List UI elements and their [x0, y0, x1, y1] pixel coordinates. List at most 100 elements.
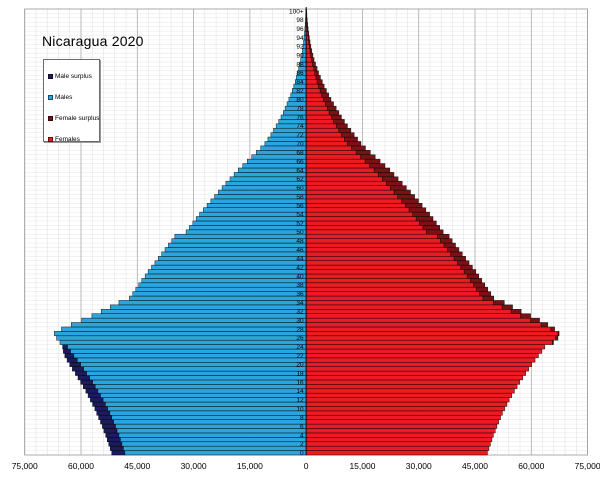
male-bar	[206, 203, 307, 208]
x-tick-label: 15,000	[237, 461, 263, 471]
age-tick-label: 40	[296, 273, 304, 280]
female-surplus-bar	[493, 300, 505, 306]
x-tick-label: 75,000	[12, 461, 38, 471]
x-tick-label: 75,000	[575, 461, 600, 471]
age-tick-label: 88	[296, 61, 304, 68]
female-bar	[305, 322, 542, 328]
female-surplus-bar	[314, 70, 319, 76]
female-bar	[305, 198, 402, 204]
female-bar	[305, 278, 471, 284]
female-surplus-bar	[313, 66, 318, 72]
male-bar	[116, 428, 307, 434]
legend-label: Female surplus	[55, 115, 100, 122]
female-bar	[305, 273, 468, 279]
x-tick-label: 0	[304, 461, 309, 471]
female-surplus-bar	[412, 211, 430, 217]
female-bar	[305, 357, 536, 363]
female-surplus-bar	[397, 194, 415, 200]
age-tick-label: 30	[296, 318, 304, 325]
male-surplus-bar	[75, 370, 87, 376]
female-surplus-bar	[393, 189, 411, 195]
female-surplus-bar	[377, 172, 395, 178]
female-bar	[305, 127, 340, 133]
male-bar	[70, 348, 307, 354]
female-bar	[305, 167, 375, 173]
age-tick-label: 14	[296, 388, 304, 395]
female-surplus-bar	[328, 110, 340, 116]
female-bar	[305, 256, 455, 261]
female-surplus-bar	[510, 309, 522, 314]
male-surplus-bar	[87, 392, 101, 398]
female-bar	[305, 397, 510, 403]
female-bar	[305, 441, 491, 447]
female-surplus-bar	[331, 114, 342, 120]
male-bar	[73, 353, 307, 359]
female-surplus-bar	[404, 203, 423, 208]
male-bar	[192, 220, 307, 226]
male-bar	[56, 335, 307, 341]
female-surplus-bar	[309, 48, 313, 54]
male-surplus-bar	[105, 432, 120, 438]
male-bar	[109, 410, 307, 416]
female-bar	[305, 286, 477, 292]
female-bar	[305, 388, 515, 394]
female-bar	[305, 119, 334, 125]
female-bar	[305, 423, 498, 429]
female-bar	[305, 384, 518, 390]
x-tick-label: 45,000	[124, 461, 150, 471]
female-surplus-bar	[333, 119, 345, 125]
female-surplus-bar	[319, 88, 327, 94]
male-bar	[147, 269, 307, 275]
female-surplus-bar	[473, 282, 486, 288]
age-axis-labels: 100+989694929088868482807876747270686664…	[289, 8, 304, 457]
male-surplus-bar	[69, 361, 81, 367]
male-bar	[233, 172, 307, 178]
female-bar	[305, 295, 484, 301]
male-bar	[144, 273, 307, 279]
male-bar	[67, 344, 307, 350]
female-bar	[305, 282, 474, 288]
female-surplus-bar	[386, 180, 403, 186]
female-surplus-bar	[482, 295, 495, 301]
female-surplus-bar	[369, 163, 386, 169]
female-bar	[305, 79, 318, 85]
age-tick-label: 64	[296, 167, 304, 174]
female-bar	[305, 74, 317, 80]
age-tick-label: 6	[300, 424, 304, 431]
male-bar	[89, 375, 307, 381]
male-surplus-bar	[102, 423, 116, 429]
female-bar	[305, 145, 352, 151]
male-bar	[203, 207, 307, 213]
male-bar	[171, 238, 307, 244]
female-bar	[305, 123, 337, 129]
male-surplus-bar	[72, 366, 84, 372]
female-surplus-bar	[437, 233, 450, 239]
female-surplus-bar	[389, 185, 407, 191]
female-bar	[305, 185, 391, 191]
age-tick-label: 94	[296, 35, 304, 42]
male-bar	[132, 291, 307, 297]
male-bar	[158, 256, 307, 261]
age-tick-label: 20	[296, 362, 304, 369]
female-surplus-bar	[360, 154, 376, 160]
female-bar	[305, 229, 427, 235]
female-bar	[305, 445, 490, 451]
female-bar	[305, 172, 379, 178]
male-bar	[195, 216, 307, 222]
male-surplus-bar	[103, 428, 118, 434]
female-bar	[305, 414, 501, 420]
female-bar	[305, 70, 316, 76]
age-tick-label: 10	[296, 406, 304, 413]
age-tick-label: 60	[296, 185, 304, 192]
female-bar	[305, 158, 366, 164]
male-bar	[83, 366, 307, 372]
male-bar	[174, 233, 307, 239]
age-tick-label: 62	[296, 176, 304, 183]
female-bar	[305, 375, 523, 381]
male-bar	[76, 357, 307, 363]
male-surplus-bar	[62, 344, 68, 350]
males-swatch-icon	[48, 95, 53, 100]
female-surplus-bar	[311, 57, 315, 63]
age-tick-label: 2	[300, 441, 304, 448]
